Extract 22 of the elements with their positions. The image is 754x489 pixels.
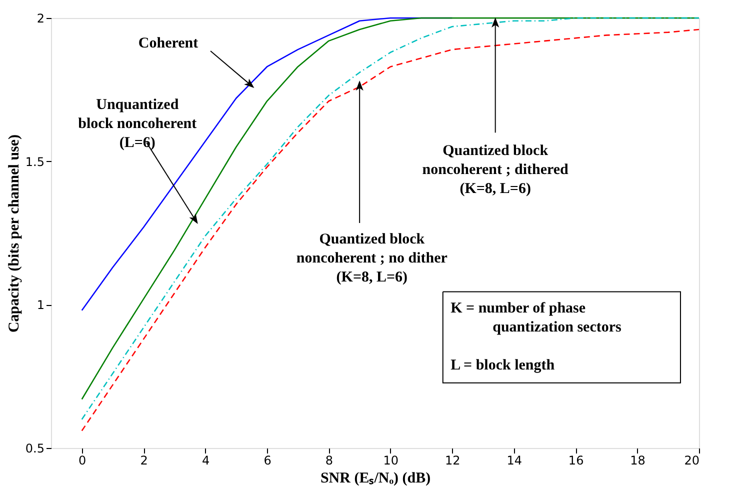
x-tick-label: 4 [202, 454, 210, 468]
x-tick-label: 0 [78, 454, 86, 468]
x-axis-title: SNR (Eₛ/Nₒ) (dB) [320, 470, 431, 486]
y-axis-title: Capacity (bits per channel use) [6, 134, 22, 333]
x-tick-label: 8 [325, 454, 334, 468]
x-tick-label: 2 [140, 454, 148, 468]
annotation: Unquantized block noncoherent (L=6) [78, 97, 197, 151]
x-tick-label: 16 [568, 454, 584, 468]
y-tick-label: 2 [36, 12, 44, 26]
annotation: Coherent [138, 35, 198, 52]
y-tick-label: 0.5 [25, 442, 44, 456]
y-tick-label: 1 [36, 298, 44, 312]
text: K = number of phase quantization sectors L = block length [450, 300, 622, 374]
x-tick-label: 14 [506, 454, 522, 468]
y-tick-label: 1.5 [25, 154, 44, 169]
annotation: Quantized block noncoherent ; no dither (K=8, L=6) [296, 232, 448, 286]
x-tick-label: 10 [383, 454, 399, 468]
annotation: Quantized block noncoherent ; dithered (K=8, L=6) [422, 142, 570, 197]
x-tick-label: 18 [630, 454, 646, 468]
x-tick-label: 12 [445, 454, 460, 468]
x-tick-label: 20 [684, 454, 700, 468]
x-tick-label: 6 [264, 454, 272, 468]
